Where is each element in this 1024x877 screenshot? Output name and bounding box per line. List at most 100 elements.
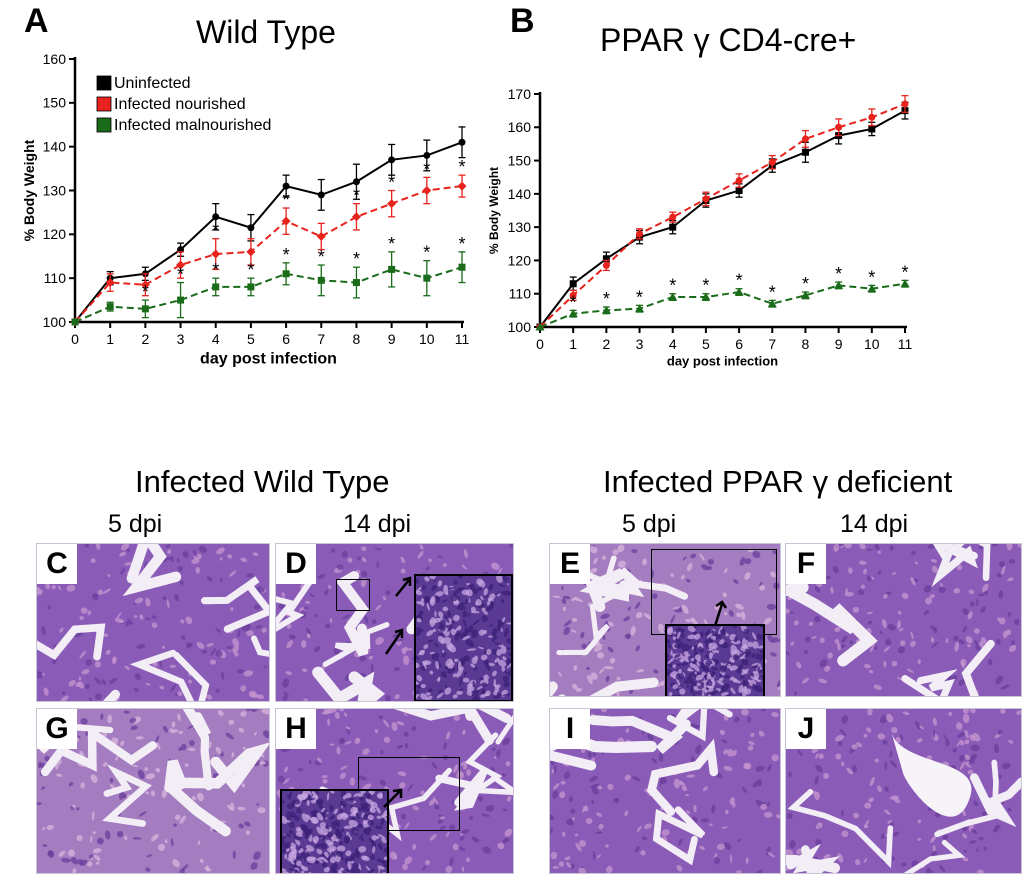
cell bbox=[504, 828, 513, 837]
cell bbox=[301, 668, 308, 673]
cell bbox=[748, 741, 755, 746]
cell bbox=[830, 586, 834, 594]
cell bbox=[628, 689, 634, 694]
cell bbox=[425, 566, 430, 571]
cell bbox=[253, 731, 257, 736]
cell bbox=[970, 744, 980, 752]
arrow-icon bbox=[713, 600, 728, 627]
cell bbox=[360, 802, 369, 809]
data-point bbox=[735, 177, 743, 185]
cell bbox=[868, 797, 874, 803]
cell bbox=[145, 773, 156, 780]
cell bbox=[334, 712, 340, 719]
chart-b: 100 110 120 130 140 150 160 170 0 1 2 3 4 5 6 7 8 9 10 11 da… bbox=[487, 86, 912, 369]
cell bbox=[81, 669, 90, 675]
cell bbox=[180, 743, 187, 751]
cell bbox=[742, 679, 749, 687]
cell bbox=[616, 676, 621, 681]
section-title-wild-type: Infected Wild Type bbox=[135, 464, 390, 499]
cell bbox=[240, 685, 247, 692]
cell bbox=[349, 813, 357, 817]
x-tick-label: 0 bbox=[536, 336, 544, 352]
x-tick-label: 10 bbox=[864, 336, 880, 352]
x-tick-label: 11 bbox=[455, 331, 470, 347]
cell bbox=[305, 600, 311, 604]
cell bbox=[643, 613, 653, 620]
cell bbox=[819, 659, 828, 668]
cell bbox=[124, 665, 130, 670]
cell bbox=[343, 712, 348, 717]
cell bbox=[962, 857, 969, 862]
cell bbox=[61, 857, 71, 863]
cell bbox=[558, 671, 562, 677]
cell bbox=[253, 604, 261, 610]
significance-asterisk: * bbox=[702, 276, 709, 296]
x-tick-label: 9 bbox=[388, 331, 396, 347]
series-line bbox=[539, 109, 906, 328]
cell bbox=[46, 824, 54, 831]
cell bbox=[732, 579, 739, 584]
cell bbox=[134, 673, 141, 680]
significance-asterisk: * bbox=[318, 247, 325, 267]
cell bbox=[895, 736, 901, 743]
cell bbox=[493, 691, 498, 696]
cell bbox=[437, 580, 443, 587]
significance-asterisk: * bbox=[769, 282, 776, 302]
cell bbox=[580, 631, 585, 639]
data-point bbox=[801, 135, 809, 143]
cell bbox=[340, 828, 345, 833]
cell bbox=[339, 841, 343, 846]
cell bbox=[1007, 807, 1012, 812]
cell bbox=[85, 659, 93, 666]
cell bbox=[958, 639, 965, 645]
cell bbox=[730, 687, 736, 695]
cell bbox=[694, 671, 697, 675]
cell bbox=[493, 642, 503, 646]
cell bbox=[304, 829, 311, 839]
data-point bbox=[768, 158, 776, 166]
cell bbox=[758, 649, 763, 655]
y-tick-label: 110 bbox=[509, 286, 532, 302]
cell bbox=[329, 856, 337, 864]
cell bbox=[438, 611, 444, 618]
y-tick-label: 160 bbox=[508, 119, 532, 135]
y-tick-label: 170 bbox=[508, 86, 532, 102]
cell bbox=[901, 862, 907, 867]
cell bbox=[107, 574, 111, 577]
cell bbox=[385, 590, 391, 596]
cell bbox=[59, 627, 64, 633]
cell bbox=[561, 598, 567, 604]
cell bbox=[914, 561, 919, 565]
cell bbox=[306, 856, 316, 864]
cell bbox=[930, 559, 938, 563]
cell bbox=[693, 804, 697, 813]
cell bbox=[221, 671, 225, 680]
cell bbox=[476, 685, 484, 690]
cell bbox=[674, 653, 681, 659]
cell bbox=[441, 637, 452, 644]
cell bbox=[685, 794, 689, 797]
cell bbox=[341, 550, 348, 558]
cell bbox=[566, 862, 572, 868]
cell bbox=[240, 557, 247, 563]
cell bbox=[570, 629, 577, 633]
cell bbox=[151, 615, 157, 619]
cell bbox=[121, 544, 130, 551]
cell bbox=[574, 833, 579, 837]
cell bbox=[281, 592, 286, 598]
data-point bbox=[71, 318, 79, 326]
cell bbox=[998, 590, 1004, 599]
cell bbox=[877, 785, 882, 793]
cell bbox=[707, 645, 716, 652]
cell bbox=[196, 641, 205, 649]
cell bbox=[429, 651, 435, 655]
cell bbox=[120, 568, 126, 575]
cell bbox=[841, 830, 849, 838]
cell bbox=[309, 759, 312, 765]
cell bbox=[750, 732, 755, 738]
cell bbox=[978, 545, 983, 550]
significance-asterisk: * bbox=[212, 260, 219, 280]
cell bbox=[282, 848, 287, 854]
cell bbox=[793, 620, 799, 626]
cell bbox=[969, 709, 976, 714]
